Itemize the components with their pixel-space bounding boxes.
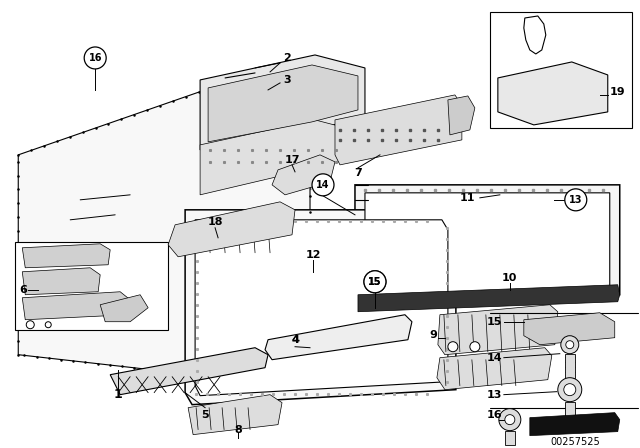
Text: 15: 15 xyxy=(368,277,381,287)
Polygon shape xyxy=(530,413,620,435)
Text: 9: 9 xyxy=(429,330,437,340)
Polygon shape xyxy=(22,244,110,268)
Circle shape xyxy=(470,342,480,352)
Text: 15: 15 xyxy=(368,277,381,287)
Polygon shape xyxy=(200,120,365,195)
Polygon shape xyxy=(195,220,448,396)
Circle shape xyxy=(26,321,35,329)
Text: 16: 16 xyxy=(486,409,502,420)
Polygon shape xyxy=(448,96,475,135)
Text: 17: 17 xyxy=(284,155,300,165)
Polygon shape xyxy=(22,268,100,295)
Circle shape xyxy=(564,383,576,396)
Text: 15: 15 xyxy=(486,317,502,327)
Text: 2: 2 xyxy=(283,53,291,63)
Text: 1: 1 xyxy=(114,388,122,401)
Circle shape xyxy=(499,409,521,431)
Text: 11: 11 xyxy=(460,193,476,203)
Circle shape xyxy=(558,378,582,402)
Text: 5: 5 xyxy=(202,409,209,420)
Text: 14: 14 xyxy=(316,180,330,190)
Polygon shape xyxy=(185,210,456,405)
Circle shape xyxy=(505,415,515,425)
Polygon shape xyxy=(188,395,282,435)
Text: 13: 13 xyxy=(569,195,582,205)
Circle shape xyxy=(561,336,579,354)
Text: 3: 3 xyxy=(284,75,291,85)
Text: 14: 14 xyxy=(486,353,502,363)
Polygon shape xyxy=(110,348,268,395)
Circle shape xyxy=(564,189,587,211)
Polygon shape xyxy=(208,65,358,142)
Polygon shape xyxy=(437,348,552,390)
Circle shape xyxy=(364,271,386,293)
Polygon shape xyxy=(498,62,608,125)
Circle shape xyxy=(448,342,458,352)
Polygon shape xyxy=(365,193,610,301)
Text: 4: 4 xyxy=(291,335,299,345)
Polygon shape xyxy=(490,12,632,128)
Circle shape xyxy=(84,47,106,69)
Text: 10: 10 xyxy=(502,273,518,283)
Circle shape xyxy=(566,341,574,349)
Polygon shape xyxy=(505,431,515,444)
Text: 7: 7 xyxy=(354,168,362,178)
Polygon shape xyxy=(19,90,310,375)
Polygon shape xyxy=(15,242,168,330)
Text: 18: 18 xyxy=(207,217,223,227)
Text: 19: 19 xyxy=(610,87,625,97)
Polygon shape xyxy=(100,295,148,322)
Text: 00257525: 00257525 xyxy=(550,437,600,447)
Text: 4: 4 xyxy=(291,335,299,345)
Polygon shape xyxy=(265,315,412,360)
Text: 16: 16 xyxy=(88,53,102,63)
Polygon shape xyxy=(168,202,295,257)
Polygon shape xyxy=(200,55,365,150)
Polygon shape xyxy=(335,95,462,165)
Circle shape xyxy=(364,271,386,293)
Polygon shape xyxy=(438,305,558,355)
Text: 8: 8 xyxy=(234,425,242,435)
Polygon shape xyxy=(358,285,620,312)
Polygon shape xyxy=(524,313,615,345)
Text: 12: 12 xyxy=(305,250,321,260)
Polygon shape xyxy=(22,292,130,320)
Text: 6: 6 xyxy=(19,285,28,295)
Polygon shape xyxy=(272,155,335,195)
Polygon shape xyxy=(564,354,575,378)
Text: 13: 13 xyxy=(486,390,502,400)
Circle shape xyxy=(45,322,51,328)
Polygon shape xyxy=(564,402,575,425)
Circle shape xyxy=(312,174,334,196)
Polygon shape xyxy=(355,185,620,310)
Polygon shape xyxy=(524,16,546,54)
